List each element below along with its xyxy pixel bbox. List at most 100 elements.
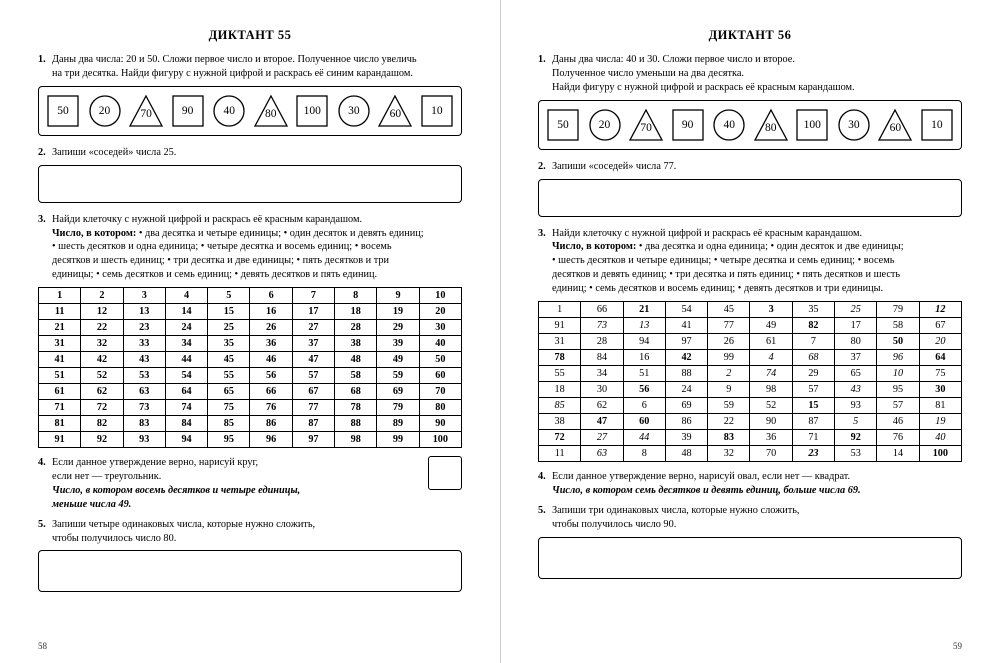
grid-cell: 56 [250, 368, 292, 384]
grid-cell: 70 [750, 446, 792, 462]
task4-right: 4.Если данное утверждение верно, нарисуй… [538, 470, 962, 498]
task3-left: 3.Найди клеточку с нужной цифрой и раскр… [38, 213, 462, 282]
grid-cell: 32 [81, 336, 123, 352]
grid-cell: 6 [623, 398, 665, 414]
grid-cell: 96 [877, 350, 919, 366]
grid-cell: 39 [665, 430, 707, 446]
grid-cell: 52 [750, 398, 792, 414]
grid-cell: 80 [835, 334, 877, 350]
grid-cell: 47 [292, 352, 334, 368]
grid-cell: 24 [665, 382, 707, 398]
grid-cell: 55 [208, 368, 250, 384]
grid-cell: 51 [623, 366, 665, 382]
grid-cell: 8 [623, 446, 665, 462]
shape-ci: 30 [336, 94, 372, 128]
grid-cell: 76 [877, 430, 919, 446]
grid-cell: 37 [292, 336, 334, 352]
grid-cell: 82 [792, 318, 834, 334]
grid-cell: 17 [292, 304, 334, 320]
grid-cell: 49 [750, 318, 792, 334]
shape-sq: 10 [419, 94, 455, 128]
grid-cell: 6 [250, 288, 292, 304]
grid-cell: 26 [708, 334, 750, 350]
grid-cell: 55 [539, 366, 581, 382]
shape-tr: 60 [877, 108, 913, 142]
grid-cell: 20 [419, 304, 461, 320]
grid-cell: 49 [377, 352, 419, 368]
answer-box [38, 165, 462, 203]
grid-cell: 87 [292, 416, 334, 432]
grid-cell: 74 [750, 366, 792, 382]
grid-cell: 57 [877, 398, 919, 414]
grid-cell: 84 [581, 350, 623, 366]
grid-cell: 60 [419, 368, 461, 384]
grid-cell: 9 [708, 382, 750, 398]
grid-cell: 57 [292, 368, 334, 384]
grid-cell: 31 [539, 334, 581, 350]
grid-cell: 34 [581, 366, 623, 382]
grid-cell: 58 [335, 368, 377, 384]
title-right: ДИКТАНТ 56 [538, 28, 962, 43]
grid-cell: 74 [165, 400, 207, 416]
grid-cell: 20 [919, 334, 961, 350]
grid-cell: 73 [581, 318, 623, 334]
grid-cell: 15 [208, 304, 250, 320]
grid-cell: 97 [665, 334, 707, 350]
grid-cell: 45 [708, 302, 750, 318]
grid-cell: 1 [539, 302, 581, 318]
shapes-row-right: 502070904080100306010 [538, 100, 962, 150]
grid-cell: 3 [123, 288, 165, 304]
grid-cell: 72 [81, 400, 123, 416]
grid-cell: 82 [81, 416, 123, 432]
grid-cell: 28 [335, 320, 377, 336]
grid-cell: 83 [123, 416, 165, 432]
grid-cell: 5 [208, 288, 250, 304]
grid-cell: 41 [39, 352, 81, 368]
shape-sq: 50 [545, 108, 581, 142]
answer-box [538, 179, 962, 217]
grid-cell: 54 [665, 302, 707, 318]
shape-tr: 80 [753, 108, 789, 142]
grid-cell: 87 [792, 414, 834, 430]
grid-cell: 57 [792, 382, 834, 398]
grid-cell: 3 [750, 302, 792, 318]
grid-cell: 30 [419, 320, 461, 336]
shape-ci: 20 [87, 94, 123, 128]
shape-sq: 50 [45, 94, 81, 128]
grid-cell: 30 [581, 382, 623, 398]
task5-left: 5.Запиши четыре одинаковых числа, которы… [38, 518, 462, 546]
grid-cell: 99 [708, 350, 750, 366]
shape-tr: 70 [628, 108, 664, 142]
grid-cell: 19 [919, 414, 961, 430]
grid-cell: 95 [208, 432, 250, 448]
grid-cell: 35 [208, 336, 250, 352]
grid-cell: 10 [419, 288, 461, 304]
grid-cell: 92 [81, 432, 123, 448]
grid-cell: 64 [165, 384, 207, 400]
grid-cell: 70 [419, 384, 461, 400]
grid-cell: 36 [250, 336, 292, 352]
grid-cell: 67 [919, 318, 961, 334]
grid-cell: 25 [835, 302, 877, 318]
grid-cell: 86 [665, 414, 707, 430]
grid-cell: 63 [123, 384, 165, 400]
task2-right: 2.Запиши «соседей» числа 77. [538, 160, 962, 174]
grid-cell: 4 [750, 350, 792, 366]
grid-cell: 66 [250, 384, 292, 400]
grid-cell: 65 [208, 384, 250, 400]
grid-cell: 42 [665, 350, 707, 366]
grid-cell: 34 [165, 336, 207, 352]
grid-cell: 77 [292, 400, 334, 416]
number-grid-left: 1234567891011121314151617181920212223242… [38, 287, 462, 448]
page-number-left: 58 [38, 641, 47, 651]
grid-cell: 53 [123, 368, 165, 384]
grid-cell: 92 [835, 430, 877, 446]
grid-cell: 16 [250, 304, 292, 320]
grid-cell: 77 [708, 318, 750, 334]
grid-cell: 41 [665, 318, 707, 334]
grid-cell: 23 [123, 320, 165, 336]
grid-cell: 93 [835, 398, 877, 414]
grid-cell: 45 [208, 352, 250, 368]
grid-cell: 22 [708, 414, 750, 430]
shape-tr: 60 [377, 94, 413, 128]
